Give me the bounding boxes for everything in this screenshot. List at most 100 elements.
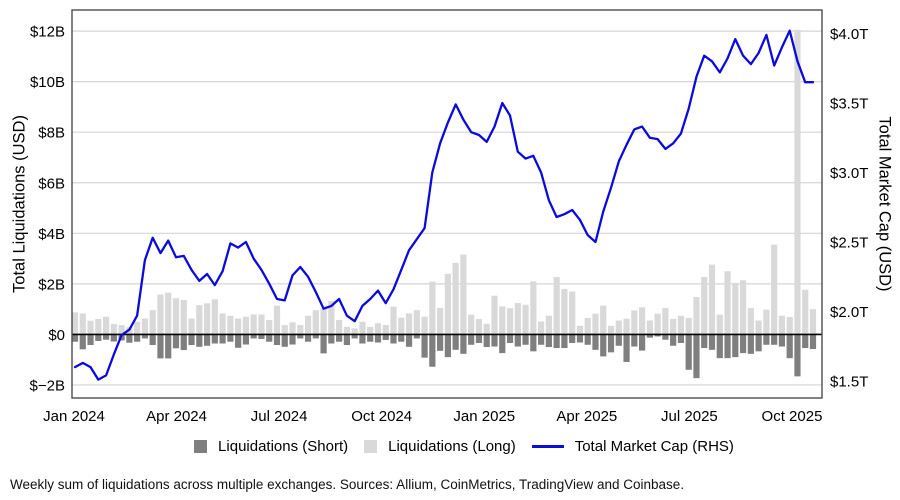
bar-long: [413, 310, 420, 335]
bar-short: [211, 334, 218, 344]
right-tick-label: $3.0T: [830, 165, 868, 182]
bar-long: [141, 318, 149, 335]
bar-long: [351, 328, 358, 335]
bar-short: [654, 334, 661, 337]
bar-long: [118, 325, 125, 335]
bar-short: [165, 334, 172, 359]
bar-short: [180, 334, 187, 351]
bar-short: [584, 334, 591, 345]
bar-short: [297, 334, 304, 339]
bar-short: [266, 334, 273, 342]
bar-long: [87, 320, 94, 335]
bar-long: [188, 318, 195, 335]
bar-long: [398, 317, 405, 335]
bar-short: [413, 334, 420, 339]
right-tick-label: $2.5T: [830, 235, 868, 252]
bar-short: [483, 334, 490, 348]
bar-long: [584, 317, 591, 335]
bar-long: [615, 320, 622, 335]
bar-long: [328, 301, 335, 335]
bar-short: [312, 334, 319, 339]
bar-short: [351, 334, 358, 339]
left-tick-label: $2B: [38, 276, 65, 293]
bar-short: [367, 334, 374, 342]
bar-long: [747, 308, 754, 335]
bar-short: [778, 334, 786, 347]
bar-long: [382, 325, 389, 335]
bar-long: [149, 310, 156, 335]
bar-long: [809, 309, 817, 335]
bar-long: [514, 303, 521, 335]
bar-short: [382, 334, 389, 340]
bar-long: [304, 315, 312, 335]
bar-short: [304, 334, 312, 342]
bar-short: [188, 334, 195, 346]
bar-short: [716, 334, 723, 359]
bar-short: [607, 334, 615, 353]
bar-short: [258, 334, 265, 339]
short-bar-swatch-icon: [194, 440, 208, 453]
bar-long: [794, 29, 801, 335]
left-tick-label: $4B: [38, 226, 65, 243]
bar-long: [437, 307, 444, 335]
bar-short: [747, 334, 754, 354]
bar-long: [677, 315, 685, 335]
x-tick-label: Jan 2025: [453, 408, 515, 425]
bar-short: [421, 334, 428, 358]
bar-long: [685, 317, 692, 335]
bar-long: [662, 308, 669, 335]
long-bar-swatch-icon: [364, 440, 378, 453]
bar-long: [701, 277, 708, 335]
plot-area: $−2B $0 $2B $4B $6B $8B $10B $12B $1.5T $2.0T $2.5…: [30, 9, 868, 425]
legend-label-line: Total Market Cap (RHS): [574, 438, 734, 455]
bar-short: [281, 334, 288, 347]
bar-short: [429, 334, 436, 367]
bar-short: [561, 334, 568, 349]
bar-long: [716, 314, 723, 335]
bar-long: [786, 316, 793, 335]
bar-short: [499, 334, 506, 354]
line-swatch-icon: [531, 445, 564, 448]
bar-short: [289, 334, 296, 345]
bar-short: [538, 334, 545, 345]
bar-short: [102, 334, 110, 340]
bar-short: [172, 334, 180, 349]
bar-long: [405, 313, 413, 335]
bar-long: [654, 313, 661, 335]
bar-short: [677, 334, 685, 343]
legend-label-long: Liquidations (Long): [388, 438, 516, 455]
bar-short: [553, 334, 560, 349]
bar-short: [802, 334, 809, 349]
bar-short: [755, 334, 762, 352]
x-tick-label: Apr 2024: [146, 408, 207, 425]
bar-short: [592, 334, 599, 350]
bar-short: [444, 334, 451, 358]
left-tick-label: $10B: [30, 74, 65, 91]
bar-short: [623, 334, 630, 362]
bar-long: [134, 321, 141, 335]
bar-long: [607, 325, 615, 335]
bar-long: [227, 315, 234, 335]
bar-long: [297, 325, 304, 335]
bar-short: [724, 334, 731, 359]
bar-short: [452, 334, 459, 350]
left-tick-label: $12B: [30, 24, 65, 41]
bar-long: [95, 318, 102, 335]
bar-short: [79, 334, 86, 350]
bar-short: [227, 334, 234, 342]
left-tick-label: $6B: [38, 175, 65, 192]
bar-short: [157, 334, 164, 359]
bar-short: [273, 334, 281, 346]
bar-short: [87, 334, 94, 346]
bar-long: [569, 291, 576, 335]
bar-long: [336, 319, 343, 335]
bar-short: [794, 334, 801, 377]
x-tick-label: Jul 2024: [251, 408, 308, 425]
bar-short: [126, 334, 133, 343]
bar-short: [320, 334, 327, 354]
bar-short: [786, 334, 793, 359]
bar-short: [763, 334, 770, 345]
bar-long: [79, 313, 86, 335]
bar-long: [460, 254, 467, 335]
bar-long: [250, 314, 257, 335]
